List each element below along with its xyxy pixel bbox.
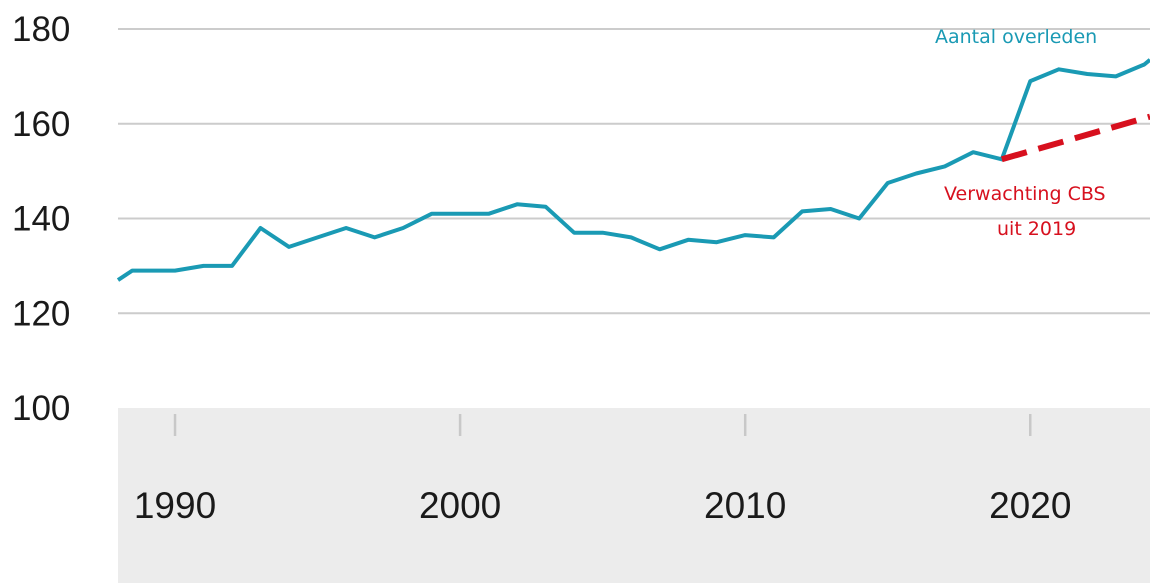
observed-line: [116, 58, 1150, 282]
gridlines: [118, 28, 1150, 315]
y-tick-label-140: 140: [12, 200, 70, 239]
forecast-series-label-line1: Verwachting CBS: [944, 183, 1106, 205]
y-tick-label-180: 180: [12, 10, 70, 49]
observed-series-label: Aantal overleden: [935, 26, 1097, 48]
x-axis-band: [118, 408, 1150, 583]
y-tick-label-160: 160: [12, 105, 70, 144]
y-axis-ticks: 100 120 140 160 180: [12, 10, 70, 428]
x-tick-label-1990: 1990: [134, 485, 216, 526]
forecast-line: [1000, 113, 1150, 163]
x-axis-ticks: 1990 2000 2010 2020: [134, 414, 1071, 526]
forecast-series-label-line2: uit 2019: [997, 218, 1076, 240]
x-tick-label-2010: 2010: [704, 485, 786, 526]
y-tick-label-100: 100: [12, 389, 70, 428]
series-layer: [116, 58, 1150, 282]
annotations: Aantal overleden Verwachting CBS uit 201…: [935, 26, 1106, 240]
y-tick-label-120: 120: [12, 294, 70, 333]
x-tick-label-2000: 2000: [419, 485, 501, 526]
x-tick-label-2020: 2020: [989, 485, 1071, 526]
